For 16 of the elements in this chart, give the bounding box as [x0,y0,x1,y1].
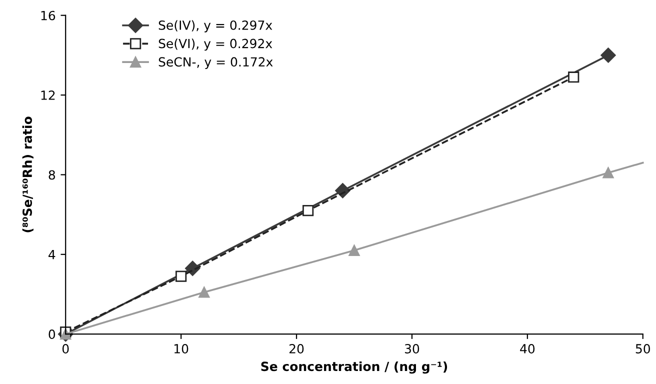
y-tick-label: 0 [48,330,56,340]
x-tick-label: 10 [174,344,188,354]
y-tick-label: 16 [41,10,56,20]
x-tick-label: 50 [636,344,650,354]
y-tick-label: 12 [41,90,55,100]
x-axis-title: Se concentration / (ng g⁻¹) [261,361,448,374]
x-tick-label: 30 [404,344,420,354]
x-tick-label: 0 [62,344,69,354]
legend-label: SeCN-, y = 0.172x [158,57,273,70]
y-axis-title: (⁸⁰Se/¹⁶⁰Rh) ratio [22,116,34,232]
x-tick-label: 40 [520,344,535,354]
x-tick-label: 20 [289,344,304,354]
y-tick-label: 4 [48,250,56,260]
legend-label: Se(IV), y = 0.297x [158,20,272,32]
legend-label: Se(VI), y = 0.292x [158,38,272,51]
y-tick-label: 8 [48,170,56,180]
